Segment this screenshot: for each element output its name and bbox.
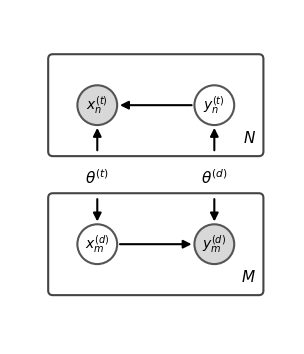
Circle shape	[78, 85, 117, 125]
Text: $y_n^{(t)}$: $y_n^{(t)}$	[203, 94, 225, 116]
Circle shape	[195, 85, 234, 125]
Circle shape	[78, 224, 117, 264]
Text: $\theta^{(t)}$: $\theta^{(t)}$	[85, 168, 109, 187]
Text: M: M	[242, 270, 255, 285]
Text: $y_m^{(d)}$: $y_m^{(d)}$	[202, 233, 226, 255]
Text: $x_n^{(t)}$: $x_n^{(t)}$	[86, 94, 108, 116]
Text: $x_m^{(d)}$: $x_m^{(d)}$	[85, 233, 109, 255]
Text: $\theta^{(d)}$: $\theta^{(d)}$	[201, 168, 228, 187]
Text: N: N	[244, 131, 255, 146]
Circle shape	[195, 224, 234, 264]
